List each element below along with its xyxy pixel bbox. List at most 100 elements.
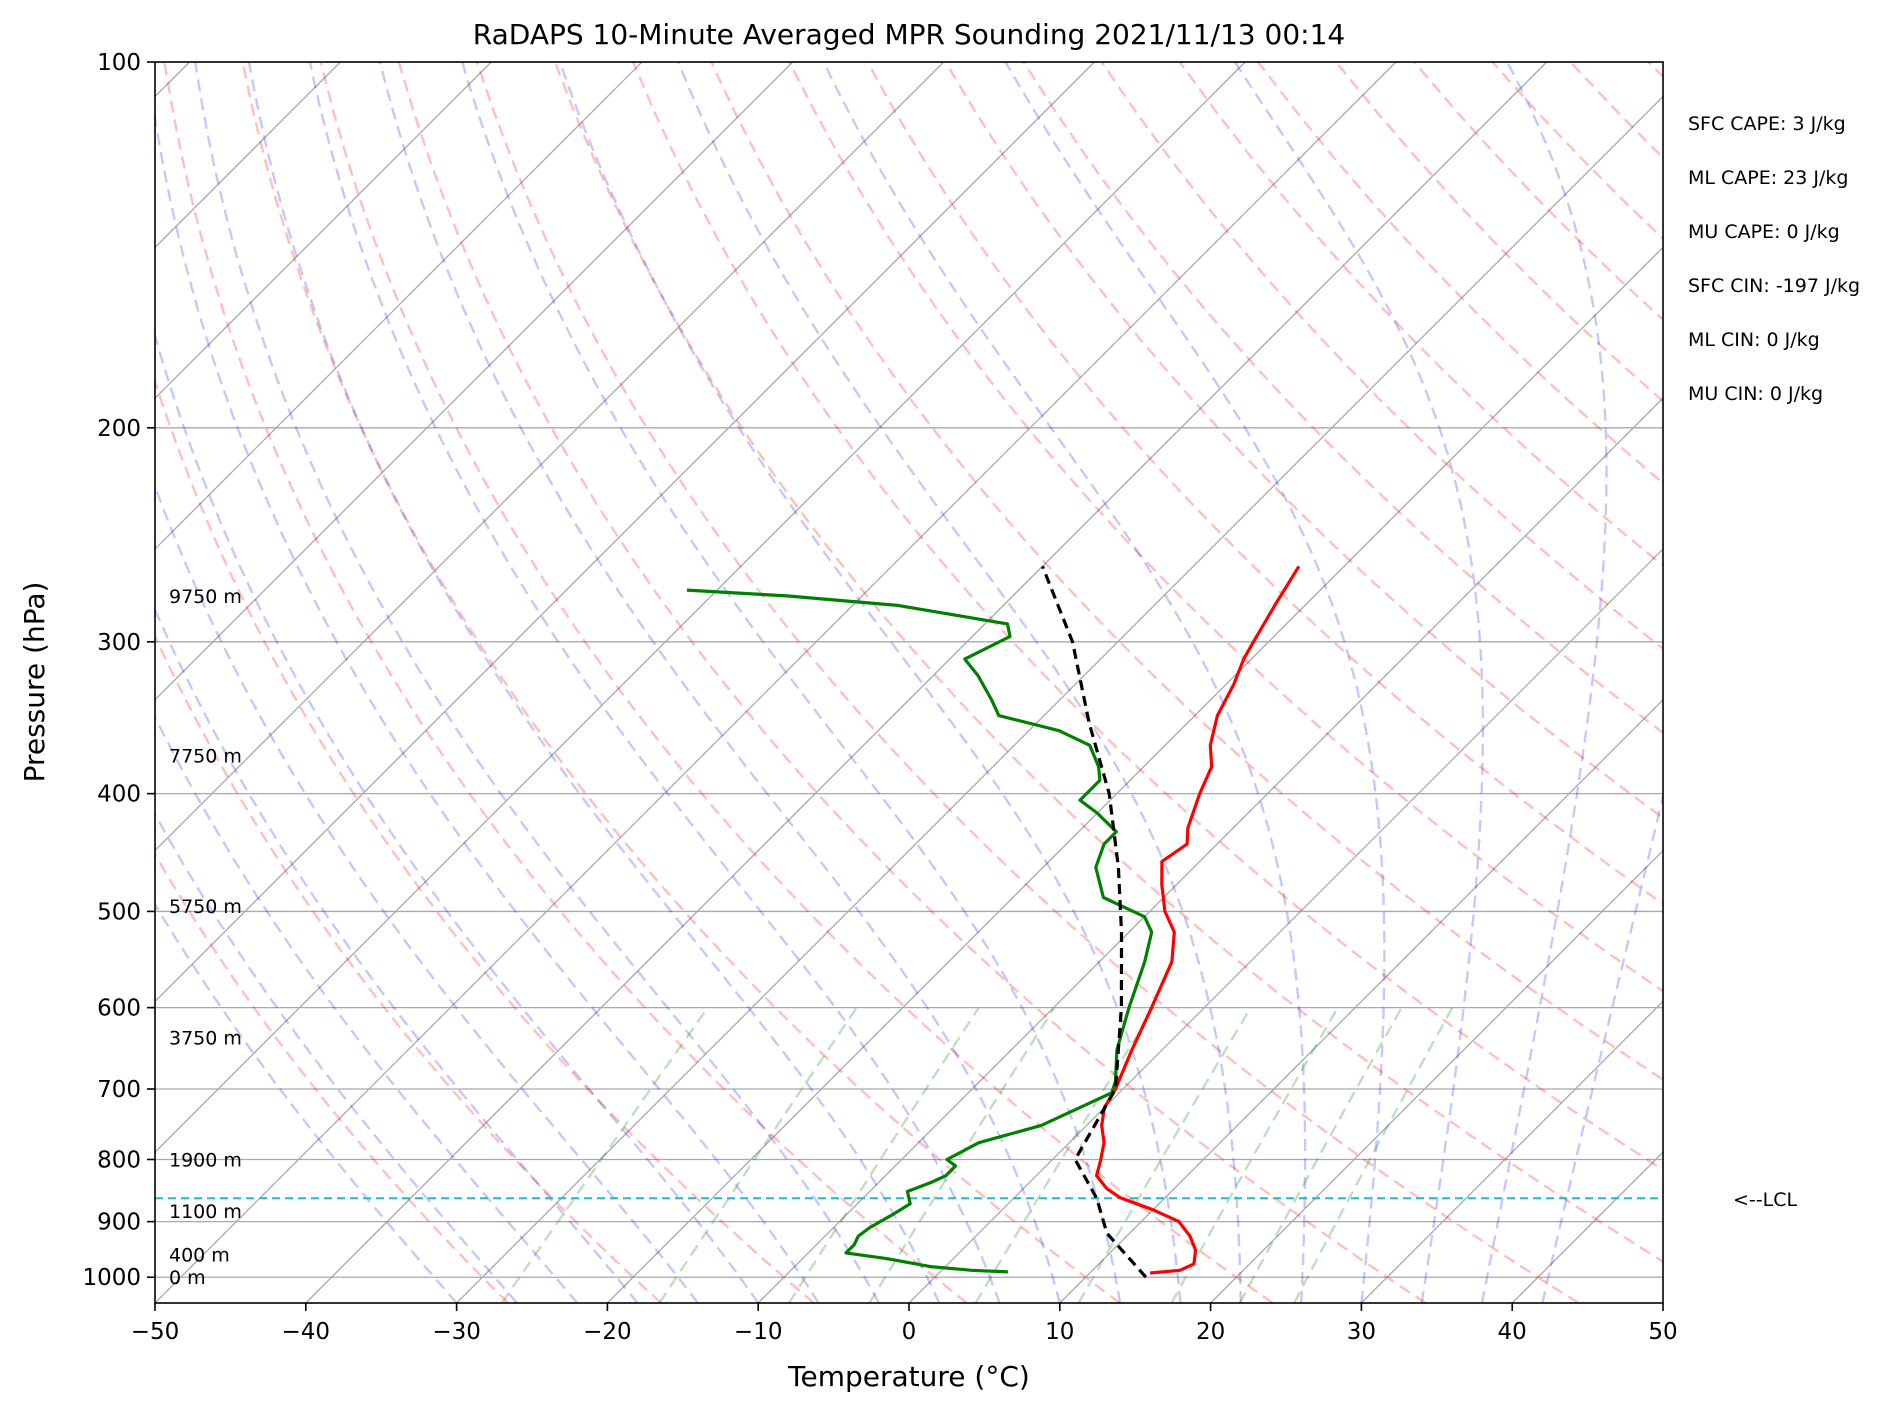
y-tick-label: 900 bbox=[97, 1210, 141, 1236]
dry-adiabat bbox=[1647, 62, 1663, 79]
isotherm-line bbox=[908, 548, 1663, 1303]
dry-adiabat bbox=[553, 62, 1663, 1263]
height-label: 400 m bbox=[169, 1245, 230, 1267]
height-label: 0 m bbox=[169, 1267, 206, 1289]
dry-adiabat bbox=[710, 62, 1663, 1082]
isotherm-line bbox=[1360, 1000, 1663, 1303]
isotherm-line bbox=[606, 246, 1663, 1303]
lcl-label: <--LCL bbox=[1733, 1189, 1797, 1211]
dry-adiabat bbox=[163, 62, 968, 1303]
isotherm-line bbox=[1814, 62, 1899, 1303]
dry-adiabat bbox=[475, 62, 1580, 1303]
y-axis-label: Pressure (hPa) bbox=[18, 582, 51, 783]
isotherm-line bbox=[155, 62, 341, 249]
dry-adiabat bbox=[1178, 62, 1663, 568]
axis-ticks: −50 −40 −30 −20 −10 0 10 20 30 40 50 100 200 300 400 50… bbox=[82, 50, 1677, 1345]
isotherm-line bbox=[1059, 698, 1663, 1303]
moist-adiabat bbox=[155, 483, 699, 1303]
dewpoint-line bbox=[686, 588, 1154, 1274]
x-tick-label: −20 bbox=[583, 1319, 632, 1345]
dry-adiabat bbox=[1335, 62, 1663, 403]
dry-adiabat bbox=[241, 62, 1121, 1303]
height-label: 1900 m bbox=[169, 1149, 242, 1171]
moist-adiabat bbox=[1004, 62, 1386, 1303]
dry-adiabat bbox=[155, 633, 662, 1303]
dry-adiabat bbox=[1491, 62, 1663, 241]
isotherm-line bbox=[155, 62, 945, 852]
isotherm-line bbox=[155, 62, 1246, 1154]
x-tick-label: −10 bbox=[734, 1319, 783, 1345]
y-tick-label: 500 bbox=[97, 899, 141, 925]
moist-adiabat bbox=[155, 901, 458, 1303]
x-tick-label: 20 bbox=[1196, 1319, 1225, 1345]
isotherm-line bbox=[1210, 849, 1663, 1303]
dry-adiabat bbox=[788, 62, 1663, 993]
x-tick-label: −30 bbox=[432, 1319, 481, 1345]
mixing-ratio-line bbox=[500, 1006, 709, 1303]
sounding-series bbox=[686, 565, 1301, 1279]
dry-adiabat bbox=[1569, 62, 1663, 160]
moist-adiabat bbox=[677, 62, 1242, 1303]
mixing-ratio-line bbox=[658, 1006, 858, 1303]
stability-index: ML CAPE: 23 J/kg bbox=[1688, 167, 1848, 189]
stability-index: SFC CAPE: 3 J/kg bbox=[1688, 113, 1846, 135]
mixing-ratio-line bbox=[1293, 1007, 1454, 1303]
moist-adiabat bbox=[1480, 62, 1608, 1303]
stability-index: ML CIN: 0 J/kg bbox=[1688, 329, 1820, 351]
x-tick-label: 30 bbox=[1347, 1319, 1376, 1345]
y-tick-label: 600 bbox=[97, 996, 141, 1022]
mixing-ratio-line bbox=[787, 1006, 980, 1303]
dry-adiabat bbox=[866, 62, 1663, 906]
y-tick-label: 300 bbox=[97, 630, 141, 656]
moist-adiabat bbox=[247, 62, 941, 1303]
isotherm-line bbox=[155, 62, 794, 701]
isotherm-line bbox=[1511, 1151, 1663, 1303]
height-label: 9750 m bbox=[169, 586, 242, 608]
stability-index: MU CIN: 0 J/kg bbox=[1688, 383, 1823, 405]
height-labels: 9750 m 7750 m 5750 m 3750 m 1900 m 1100 m 400 … bbox=[169, 586, 242, 1289]
stability-index: MU CAPE: 0 J/kg bbox=[1688, 221, 1840, 243]
x-tick-label: 10 bbox=[1045, 1319, 1074, 1345]
dry-adiabat bbox=[319, 62, 1274, 1303]
height-label: 1100 m bbox=[169, 1201, 242, 1223]
stability-index: SFC CIN: -197 J/kg bbox=[1688, 275, 1860, 297]
dry-adiabat bbox=[1100, 62, 1663, 651]
isotherm-line bbox=[456, 95, 1663, 1303]
isotherm-line bbox=[305, 62, 1548, 1303]
dry-adiabat bbox=[1727, 62, 1899, 1303]
mixing-ratio-line bbox=[1238, 1007, 1403, 1303]
mixing-ratio-line bbox=[868, 1006, 1056, 1303]
stability-indices: SFC CAPE: 3 J/kg ML CAPE: 23 J/kg MU CAPE:… bbox=[1688, 113, 1860, 405]
isotherm-line bbox=[155, 62, 492, 400]
x-tick-label: 50 bbox=[1648, 1319, 1677, 1345]
moist-adiabat bbox=[822, 62, 1307, 1303]
moist-adiabat bbox=[461, 62, 1122, 1303]
y-tick-label: 200 bbox=[97, 416, 141, 442]
moist-adiabat bbox=[1233, 62, 1485, 1303]
chart-title: RaDAPS 10-Minute Averaged MPR Sounding 2… bbox=[473, 18, 1345, 51]
mixing-ratio-line bbox=[974, 1006, 1156, 1303]
moist-adiabat bbox=[155, 811, 518, 1303]
x-axis-label: Temperature (°C) bbox=[787, 1360, 1030, 1393]
y-tick-label: 800 bbox=[97, 1147, 141, 1173]
dry-adiabat bbox=[155, 852, 509, 1303]
moist-adiabat bbox=[155, 331, 760, 1303]
height-label: 5750 m bbox=[169, 896, 242, 918]
moist-adiabat bbox=[194, 62, 880, 1303]
moist-adiabat bbox=[155, 110, 820, 1303]
moist-adiabat bbox=[155, 714, 579, 1303]
y-tick-label: 700 bbox=[97, 1077, 141, 1103]
x-tick-label: −50 bbox=[131, 1319, 180, 1345]
moist-adiabat bbox=[1541, 791, 1663, 1303]
mixing-ratio-line bbox=[1077, 1006, 1252, 1303]
height-label: 3750 m bbox=[169, 1028, 242, 1050]
moist-adiabat bbox=[378, 62, 1061, 1303]
y-tick-label: 1000 bbox=[82, 1265, 141, 1291]
dry-adiabat bbox=[631, 62, 1663, 1172]
moist-adiabat bbox=[155, 606, 639, 1303]
dry-adiabat bbox=[155, 377, 815, 1303]
moist-adiabat bbox=[308, 62, 1001, 1303]
height-label: 7750 m bbox=[169, 745, 242, 767]
temperature-line bbox=[1095, 565, 1301, 1275]
